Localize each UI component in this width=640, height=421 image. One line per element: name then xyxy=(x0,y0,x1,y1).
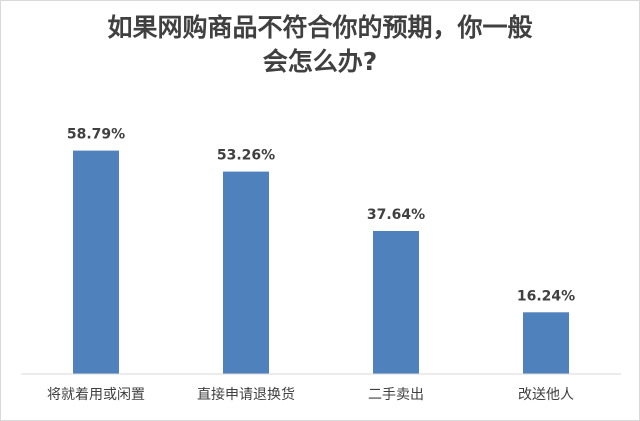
chart-title-line-1: 如果网购商品不符合你的预期，你一般 xyxy=(107,13,533,42)
category-label-3: 二手卖出 xyxy=(368,387,424,403)
bar-1 xyxy=(73,150,119,374)
bar-3 xyxy=(373,231,419,374)
value-label-1: 58.79% xyxy=(67,127,125,143)
value-label-3: 37.64% xyxy=(367,207,425,223)
value-labels-group: 58.79% 53.26% 37.64% 16.24% xyxy=(67,127,575,305)
chart-title: 如果网购商品不符合你的预期，你一般 会怎么办? xyxy=(1,11,639,79)
value-label-2: 53.26% xyxy=(217,148,275,164)
bar-2 xyxy=(223,171,269,374)
category-labels-group: 将就着用或闲置 直接申请退换货 二手卖出 改送他人 xyxy=(47,386,574,403)
value-label-4: 16.24% xyxy=(517,288,575,304)
category-label-4: 改送他人 xyxy=(518,387,574,403)
category-label-1: 将就着用或闲置 xyxy=(47,387,145,403)
bar-4 xyxy=(523,312,569,374)
category-label-2: 直接申请退换货 xyxy=(197,386,295,403)
bars-group xyxy=(73,150,569,374)
chart-title-line-2: 会怎么办? xyxy=(262,47,378,76)
